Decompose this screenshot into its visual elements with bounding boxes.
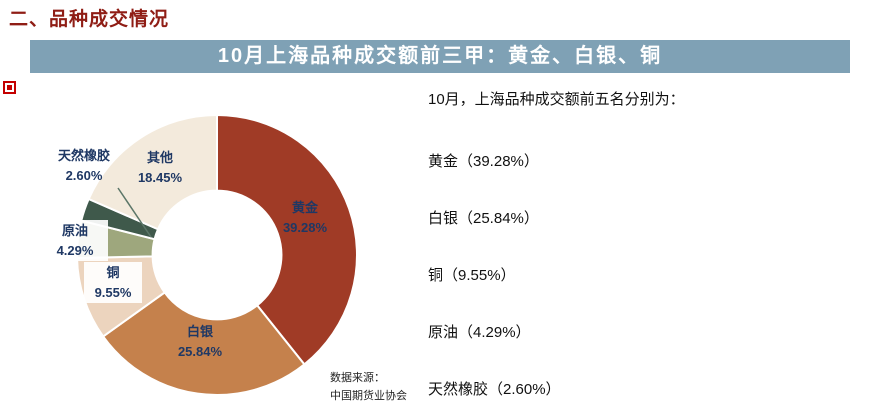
red-stamp-logo-icon: [3, 81, 16, 94]
data-source-line1: 数据来源：: [330, 372, 385, 384]
slice-label-pct: 2.60%: [65, 167, 103, 183]
donut-slice-1: [216, 113, 358, 366]
slice-label-name: 白银: [186, 324, 213, 339]
slice-label-pct: 18.45%: [137, 169, 183, 185]
summary-item-silver: 白银（25.84%）: [428, 210, 539, 227]
slice-label-name: 原油: [61, 223, 88, 238]
slice-label-name: 天然橡胶: [57, 148, 110, 163]
slice-label-pct: 39.28%: [282, 219, 328, 235]
summary-item-rubber: 天然橡胶（2.60%）: [428, 381, 561, 398]
data-source-note: 数据来源： 中国期货业协会: [330, 370, 407, 405]
slice-label-crude-oil: 原油 4.29%: [42, 220, 108, 261]
slice-label-name: 铜: [106, 265, 120, 280]
slice-label-gold: 黄金 39.28%: [268, 198, 342, 237]
slice-label-name: 其他: [146, 150, 173, 165]
slice-label-silver: 白银 25.84%: [158, 322, 242, 361]
summary-intro: 10月，上海品种成交额前五名分别为：: [428, 91, 685, 108]
donut-slice-6: [87, 113, 218, 231]
slice-label-pct: 25.84%: [177, 343, 223, 359]
slice-label-pct: 9.55%: [94, 284, 132, 300]
slice-label-rubber: 天然橡胶 2.60%: [36, 146, 132, 185]
slice-label-other: 其他 18.45%: [122, 148, 198, 187]
donut-slice-2: [101, 291, 306, 396]
slice-label-copper: 铜 9.55%: [84, 262, 142, 303]
summary-item-crude-oil: 原油（4.29%）: [428, 324, 531, 341]
summary-item-gold: 黄金（39.28%）: [428, 153, 539, 170]
leader-line-rubber: [117, 187, 152, 238]
section-title: 二、品种成交情况: [9, 9, 170, 30]
chart-banner-title: 10月上海品种成交额前三甲：黄金、白银、铜: [30, 40, 850, 73]
data-source-line2: 中国期货业协会: [330, 389, 407, 402]
slice-label-name: 黄金: [291, 200, 318, 215]
summary-item-copper: 铜（9.55%）: [428, 267, 516, 284]
slice-label-pct: 4.29%: [56, 242, 94, 258]
